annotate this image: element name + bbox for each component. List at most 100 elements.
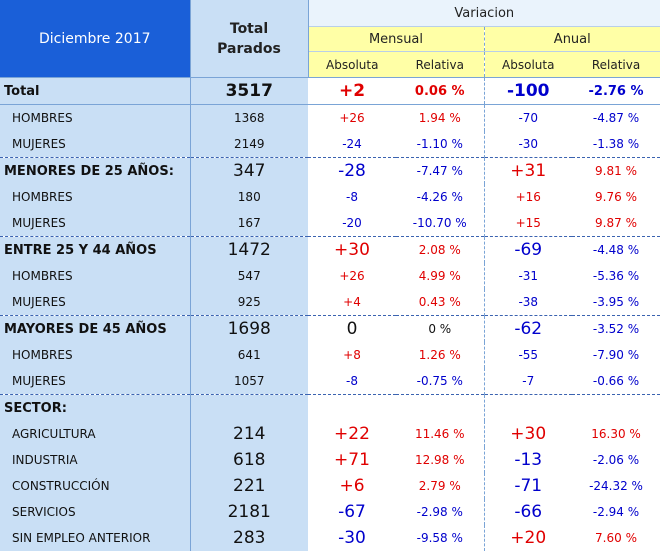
mensual-absoluta: +26 <box>308 263 396 289</box>
mensual-relativa: 1.94 % <box>396 105 484 132</box>
row-label: HOMBRES <box>0 184 190 210</box>
mensual-relativa: 1.26 % <box>396 342 484 368</box>
mensual-relativa: 0 % <box>396 316 484 343</box>
anual-absoluta: -69 <box>484 237 572 264</box>
mensual-relativa: -9.58 % <box>396 525 484 551</box>
mensual-absoluta: +26 <box>308 105 396 132</box>
row-label: MUJERES <box>0 131 190 158</box>
anual-relativa: 7.60 % <box>572 525 660 551</box>
mensual-relativa: -7.47 % <box>396 158 484 185</box>
anual-relativa: -1.38 % <box>572 131 660 158</box>
mensual-absoluta: +22 <box>308 421 396 447</box>
anual-absoluta: -31 <box>484 263 572 289</box>
mensual-relativa: -4.26 % <box>396 184 484 210</box>
mensual-relativa: 2.79 % <box>396 473 484 499</box>
anual-absoluta: -70 <box>484 105 572 132</box>
anual-relativa: -3.52 % <box>572 316 660 343</box>
anual-relativa: -24.32 % <box>572 473 660 499</box>
anual-absoluta: -62 <box>484 316 572 343</box>
mensual-absoluta: +71 <box>308 447 396 473</box>
anual-relativa: -7.90 % <box>572 342 660 368</box>
row-total: 547 <box>190 263 308 289</box>
row-total: 618 <box>190 447 308 473</box>
mensual-relativa: -0.75 % <box>396 368 484 395</box>
row-total: 167 <box>190 210 308 237</box>
row-label: HOMBRES <box>0 105 190 132</box>
total-header-line2: Parados <box>217 41 281 57</box>
anual-absoluta: -55 <box>484 342 572 368</box>
anual-absoluta: -66 <box>484 499 572 525</box>
row-total: 221 <box>190 473 308 499</box>
mensual-absoluta: +4 <box>308 289 396 316</box>
anual-absoluta: -38 <box>484 289 572 316</box>
anual-relativa: -4.87 % <box>572 105 660 132</box>
mensual-absoluta: +30 <box>308 237 396 264</box>
anual-relativa: 9.87 % <box>572 210 660 237</box>
row-total: 1472 <box>190 237 308 264</box>
row-total: 2149 <box>190 131 308 158</box>
anual-absoluta: -30 <box>484 131 572 158</box>
mensual-relativa-header: Relativa <box>396 52 484 78</box>
mensual-relativa: 0.43 % <box>396 289 484 316</box>
anual-relativa: -2.94 % <box>572 499 660 525</box>
anual-relativa: -0.66 % <box>572 368 660 395</box>
anual-relativa: -4.48 % <box>572 237 660 264</box>
row-label: SERVICIOS <box>0 499 190 525</box>
anual-absoluta: +20 <box>484 525 572 551</box>
mensual-absoluta: +6 <box>308 473 396 499</box>
total-header-line1: Total <box>230 21 268 37</box>
mensual-relativa: 0.06 % <box>396 78 484 105</box>
mensual-relativa: 4.99 % <box>396 263 484 289</box>
row-label: CONSTRUCCIÓN <box>0 473 190 499</box>
anual-absoluta: -71 <box>484 473 572 499</box>
mensual-absoluta: -20 <box>308 210 396 237</box>
mensual-relativa: 11.46 % <box>396 421 484 447</box>
anual-relativa: 16.30 % <box>572 421 660 447</box>
row-total: 2181 <box>190 499 308 525</box>
row-total: 283 <box>190 525 308 551</box>
row-total: 1698 <box>190 316 308 343</box>
mensual-absoluta: -28 <box>308 158 396 185</box>
mensual-absoluta: -8 <box>308 368 396 395</box>
mensual-absoluta-header: Absoluta <box>308 52 396 78</box>
row-total: 347 <box>190 158 308 185</box>
anual-relativa: 9.81 % <box>572 158 660 185</box>
mensual-relativa: -1.10 % <box>396 131 484 158</box>
mensual-absoluta: -24 <box>308 131 396 158</box>
mensual-absoluta: -67 <box>308 499 396 525</box>
row-total: 1057 <box>190 368 308 395</box>
mensual-absoluta: +8 <box>308 342 396 368</box>
anual-absoluta: +15 <box>484 210 572 237</box>
row-total: 1368 <box>190 105 308 132</box>
row-label: INDUSTRIA <box>0 447 190 473</box>
row-total: 641 <box>190 342 308 368</box>
anual-relativa: 9.76 % <box>572 184 660 210</box>
anual-absoluta: -7 <box>484 368 572 395</box>
total-parados-header: Total Parados <box>190 0 308 78</box>
anual-absoluta: -13 <box>484 447 572 473</box>
anual-absoluta-header: Absoluta <box>484 52 572 78</box>
anual-absoluta <box>484 395 572 422</box>
anual-header: Anual <box>484 27 660 52</box>
anual-relativa-header: Relativa <box>572 52 660 78</box>
row-label: HOMBRES <box>0 342 190 368</box>
anual-absoluta: +31 <box>484 158 572 185</box>
mensual-absoluta: -8 <box>308 184 396 210</box>
row-total: 925 <box>190 289 308 316</box>
mensual-relativa: -2.98 % <box>396 499 484 525</box>
row-label: AGRICULTURA <box>0 421 190 447</box>
